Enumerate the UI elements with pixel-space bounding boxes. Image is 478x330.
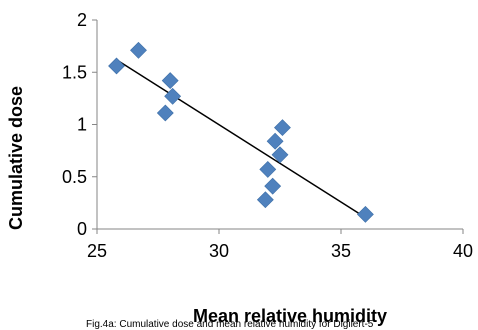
ticks: [92, 19, 464, 234]
y-axis-title: Cumulative dose: [6, 86, 26, 230]
data-point: [130, 41, 147, 59]
data-point: [274, 119, 291, 137]
y-tick-label: 0: [77, 219, 87, 239]
data-point: [161, 72, 179, 90]
data-point: [108, 57, 125, 75]
x-tick-label: 35: [331, 241, 351, 261]
x-tick-label: 25: [87, 241, 107, 261]
data-point: [156, 104, 174, 122]
data-point: [256, 191, 274, 209]
y-tick-label: 1: [77, 115, 87, 135]
y-tick-label: 2: [77, 10, 87, 30]
x-tick-label: 30: [209, 241, 229, 261]
data-point: [264, 177, 282, 195]
figure-caption: Fig.4a: Cumulative dose and mean relativ…: [86, 319, 374, 330]
tick-labels: 25 30 35 40 0 0.5 1 1.5 2: [62, 10, 473, 261]
x-tick-label: 40: [453, 241, 473, 261]
data-point: [271, 146, 289, 164]
data-point: [266, 132, 284, 150]
data-point: [259, 161, 277, 178]
data-point: [164, 87, 182, 105]
x-axis-title: Mean relative humidity: [193, 306, 387, 326]
y-tick-label: 0.5: [62, 167, 87, 187]
data-point: [356, 205, 374, 223]
linear-trendline: [116, 59, 366, 219]
data-points: [108, 41, 374, 223]
y-tick-label: 1.5: [62, 62, 87, 82]
